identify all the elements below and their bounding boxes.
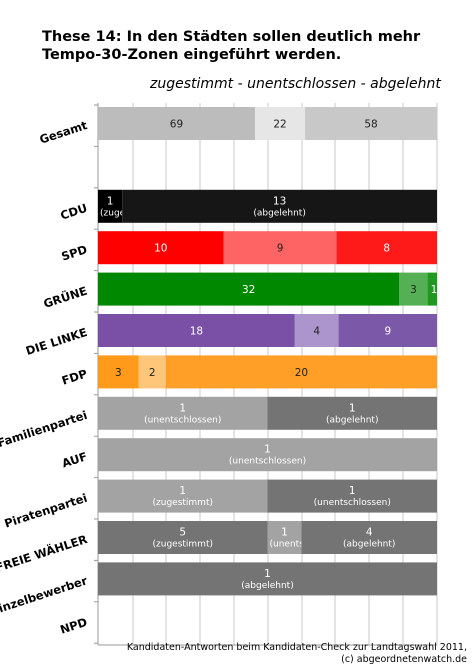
bar-segment-gesamt-abgelehnt bbox=[305, 107, 437, 140]
party-label-gr-ne: GRÜNE bbox=[41, 283, 89, 311]
party-label-cdu: CDU bbox=[59, 201, 89, 223]
bar-segment-einzelbewerber-abgelehnt bbox=[98, 562, 437, 596]
bar-segment-cdu-zugestimmt bbox=[98, 189, 123, 223]
bar-segment-freie-w-hler-unentschlossen bbox=[267, 521, 302, 554]
data-label-einzelbewerber-abgelehnt: 1 bbox=[264, 568, 271, 580]
data-label-die-linke-unentschlossen: 4 bbox=[313, 326, 320, 338]
bar-segment-gesamt-unentschlossen bbox=[254, 107, 306, 140]
party-label-einzelbewerber: Einzelbewerber bbox=[0, 573, 89, 617]
bar-segment-familienpartei-unentschlossen bbox=[98, 396, 268, 430]
bar-segment-fdp-unentschlossen bbox=[138, 355, 166, 389]
bar-segment-spd-zugestimmt bbox=[98, 231, 224, 265]
data-label-gesamt-unentschlossen: 22 bbox=[273, 119, 286, 131]
data-label-cdu-abgelehnt: 13 bbox=[273, 195, 286, 207]
data-label-familienpartei-unentschlossen: 1 bbox=[179, 402, 186, 414]
data-sublabel-einzelbewerber-abgelehnt: (abgelehnt) bbox=[241, 581, 293, 591]
bar-segment-fdp-zugestimmt bbox=[98, 355, 139, 389]
data-label-gr-ne-zugestimmt: 32 bbox=[242, 284, 255, 296]
data-label-gr-ne-abgelehnt: 1 bbox=[431, 284, 438, 296]
bar-segment-spd-abgelehnt bbox=[336, 231, 437, 265]
bar-segment-freie-w-hler-zugestimmt bbox=[98, 521, 268, 554]
bar-segment-spd-unentschlossen bbox=[223, 231, 337, 265]
party-label-piratenpartei: Piratenpartei bbox=[3, 491, 89, 531]
data-label-gesamt-abgelehnt: 58 bbox=[364, 119, 377, 131]
chart-subtitle: zugestimmt - unentschlossen - abgelehnt bbox=[150, 76, 441, 92]
data-sublabel-piratenpartei-zugestimmt: (zugestimmt) bbox=[153, 498, 213, 508]
bar-segment-gr-ne-zugestimmt bbox=[98, 272, 400, 306]
footer-source-line: Kandidaten-Antworten beim Kandidaten-Che… bbox=[126, 642, 467, 653]
data-sublabel-familienpartei-abgelehnt: (abgelehnt) bbox=[326, 415, 378, 425]
party-label-die-linke: DIE LINKE bbox=[24, 325, 89, 358]
data-label-spd-abgelehnt: 8 bbox=[383, 243, 390, 255]
bar-segment-piratenpartei-unentschlossen bbox=[267, 479, 437, 513]
data-sublabel-cdu-abgelehnt: (abgelehnt) bbox=[253, 208, 305, 218]
data-sublabel-piratenpartei-unentschlossen: (unentschlossen) bbox=[314, 498, 391, 508]
data-label-piratenpartei-zugestimmt: 1 bbox=[179, 485, 186, 497]
bar-segment-die-linke-unentschlossen bbox=[294, 314, 339, 347]
data-sublabel-freie-w-hler-abgelehnt: (abgelehnt) bbox=[343, 540, 395, 550]
party-label-familienpartei: Familienpartei bbox=[0, 408, 89, 450]
data-label-piratenpartei-unentschlossen: 1 bbox=[349, 485, 356, 497]
data-label-fdp-zugestimmt: 3 bbox=[115, 367, 122, 379]
party-label-freie-w-hler: FREIE WÄHLER bbox=[0, 531, 89, 575]
chart-title: These 14: In den Städten sollen deutlich… bbox=[42, 29, 421, 63]
data-label-die-linke-zugestimmt: 18 bbox=[190, 326, 203, 338]
data-label-freie-w-hler-zugestimmt: 5 bbox=[179, 527, 186, 539]
data-label-freie-w-hler-abgelehnt: 4 bbox=[366, 527, 373, 539]
bar-segment-fdp-abgelehnt bbox=[165, 355, 438, 389]
data-label-die-linke-abgelehnt: 9 bbox=[384, 326, 391, 338]
bar-segment-auf-unentschlossen bbox=[98, 438, 437, 472]
data-label-fdp-unentschlossen: 2 bbox=[149, 367, 156, 379]
party-label-gesamt: Gesamt bbox=[38, 118, 90, 147]
data-label-freie-w-hler-unentschlossen: 1 bbox=[281, 527, 288, 539]
data-label-spd-unentschlossen: 9 bbox=[277, 243, 284, 255]
chart-footer: Kandidaten-Antworten beim Kandidaten-Che… bbox=[127, 642, 467, 666]
bar-segment-die-linke-zugestimmt bbox=[98, 314, 295, 347]
party-label-npd: NPD bbox=[58, 615, 89, 637]
party-label-auf: AUF bbox=[60, 449, 89, 470]
bar-segment-familienpartei-abgelehnt bbox=[267, 396, 437, 430]
bar-segment-piratenpartei-zugestimmt bbox=[98, 479, 268, 513]
bar-segment-die-linke-abgelehnt bbox=[338, 314, 437, 347]
data-label-auf-unentschlossen: 1 bbox=[264, 444, 271, 456]
data-label-gr-ne-unentschlossen: 3 bbox=[410, 284, 417, 296]
bar-segment-gr-ne-abgelehnt bbox=[427, 272, 437, 306]
data-label-spd-zugestimmt: 10 bbox=[154, 243, 167, 255]
data-sublabel-familienpartei-unentschlossen: (unentschlossen) bbox=[144, 415, 221, 425]
party-label-fdp: FDP bbox=[60, 366, 89, 387]
data-label-cdu-zugestimmt: 1 bbox=[107, 195, 114, 207]
data-sublabel-freie-w-hler-zugestimmt: (zugestimmt) bbox=[153, 540, 213, 550]
bar-segment-gr-ne-unentschlossen bbox=[399, 272, 428, 306]
data-sublabel-auf-unentschlossen: (unentschlossen) bbox=[229, 457, 306, 467]
data-label-familienpartei-abgelehnt: 1 bbox=[349, 402, 356, 414]
footer-copyright-line: (c) abgeordnetenwatch.de bbox=[341, 654, 467, 665]
party-label-spd: SPD bbox=[60, 242, 89, 263]
data-label-fdp-abgelehnt: 20 bbox=[295, 367, 308, 379]
bar-segment-freie-w-hler-abgelehnt bbox=[301, 521, 437, 554]
bar-segment-gesamt-zugestimmt bbox=[98, 107, 255, 140]
data-label-gesamt-zugestimmt: 69 bbox=[170, 119, 183, 131]
bar-segment-cdu-abgelehnt bbox=[122, 189, 437, 223]
